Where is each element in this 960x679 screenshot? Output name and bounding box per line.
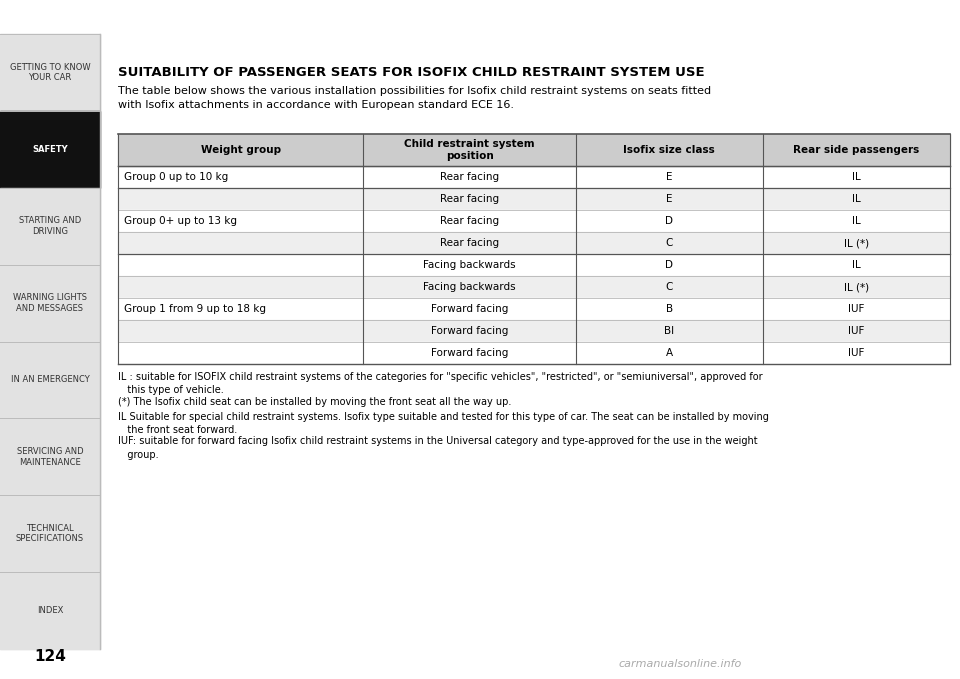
Text: Child restraint system
position: Child restraint system position — [404, 139, 535, 161]
Text: 124: 124 — [34, 649, 66, 664]
Text: IL Suitable for special child restraint systems. Isofix type suitable and tested: IL Suitable for special child restraint … — [118, 411, 769, 435]
Bar — [118, 298, 950, 320]
Text: IUF: IUF — [849, 326, 865, 336]
Bar — [118, 342, 950, 364]
Bar — [0, 342, 100, 418]
Text: B: B — [665, 304, 673, 314]
Text: SERVICING AND
MAINTENANCE: SERVICING AND MAINTENANCE — [16, 447, 84, 466]
Text: Group 0 up to 10 kg: Group 0 up to 10 kg — [124, 172, 228, 182]
Bar — [118, 276, 950, 298]
Text: BI: BI — [664, 326, 674, 336]
Text: (*) The Isofix child seat can be installed by moving the front seat all the way : (*) The Isofix child seat can be install… — [118, 397, 512, 407]
Bar — [118, 188, 950, 210]
Text: STARTING AND
DRIVING: STARTING AND DRIVING — [19, 217, 82, 236]
Text: Facing backwards: Facing backwards — [423, 282, 516, 292]
Text: Weight group: Weight group — [201, 145, 280, 155]
Text: Group 0+ up to 13 kg: Group 0+ up to 13 kg — [124, 216, 237, 226]
Bar — [118, 232, 950, 254]
Text: SAFETY: SAFETY — [33, 145, 68, 154]
Text: IL: IL — [852, 172, 861, 182]
Text: Rear facing: Rear facing — [440, 194, 499, 204]
Text: IL (*): IL (*) — [844, 238, 869, 248]
Text: SUITABILITY OF PASSENGER SEATS FOR ISOFIX CHILD RESTRAINT SYSTEM USE: SUITABILITY OF PASSENGER SEATS FOR ISOFI… — [118, 66, 705, 79]
Text: IUF: suitable for forward facing Isofix child restraint systems in the Universal: IUF: suitable for forward facing Isofix … — [118, 437, 757, 460]
Text: D: D — [665, 260, 673, 270]
Bar — [0, 495, 100, 572]
Bar — [0, 418, 100, 495]
Text: Isofix size class: Isofix size class — [623, 145, 715, 155]
Text: C: C — [665, 282, 673, 292]
Bar — [0, 572, 100, 649]
Text: IL (*): IL (*) — [844, 282, 869, 292]
Text: The table below shows the various installation possibilities for Isofix child re: The table below shows the various instal… — [118, 86, 711, 109]
Text: Rear side passengers: Rear side passengers — [793, 145, 920, 155]
Bar — [118, 134, 950, 166]
Bar — [0, 111, 100, 188]
Text: IUF: IUF — [849, 348, 865, 358]
Text: IL: IL — [852, 260, 861, 270]
Text: E: E — [666, 172, 672, 182]
Text: C: C — [665, 238, 673, 248]
Text: E: E — [666, 194, 672, 204]
Text: Rear facing: Rear facing — [440, 172, 499, 182]
Bar — [0, 188, 100, 265]
Bar — [118, 254, 950, 276]
Bar — [118, 320, 950, 342]
Text: A: A — [665, 348, 673, 358]
Bar — [118, 166, 950, 188]
Text: TECHNICAL
SPECIFICATIONS: TECHNICAL SPECIFICATIONS — [16, 524, 84, 543]
Text: Group 1 from 9 up to 18 kg: Group 1 from 9 up to 18 kg — [124, 304, 266, 314]
Text: INDEX: INDEX — [36, 606, 63, 615]
Text: IL: IL — [852, 194, 861, 204]
Text: Facing backwards: Facing backwards — [423, 260, 516, 270]
Text: Forward facing: Forward facing — [431, 348, 508, 358]
Bar — [0, 34, 100, 111]
Bar — [0, 265, 100, 342]
Text: carmanualsonline.info: carmanualsonline.info — [618, 659, 742, 669]
Bar — [118, 210, 950, 232]
Text: Rear facing: Rear facing — [440, 216, 499, 226]
Text: Forward facing: Forward facing — [431, 304, 508, 314]
Text: IL: IL — [852, 216, 861, 226]
Bar — [0, 34, 100, 649]
Text: Rear facing: Rear facing — [440, 238, 499, 248]
Text: WARNING LIGHTS
AND MESSAGES: WARNING LIGHTS AND MESSAGES — [13, 293, 87, 313]
Text: IL : suitable for ISOFIX child restraint systems of the categories for "specific: IL : suitable for ISOFIX child restraint… — [118, 372, 762, 395]
Text: IUF: IUF — [849, 304, 865, 314]
Text: Forward facing: Forward facing — [431, 326, 508, 336]
Text: D: D — [665, 216, 673, 226]
Text: GETTING TO KNOW
YOUR CAR: GETTING TO KNOW YOUR CAR — [10, 62, 90, 82]
Text: IN AN EMERGENCY: IN AN EMERGENCY — [11, 375, 89, 384]
